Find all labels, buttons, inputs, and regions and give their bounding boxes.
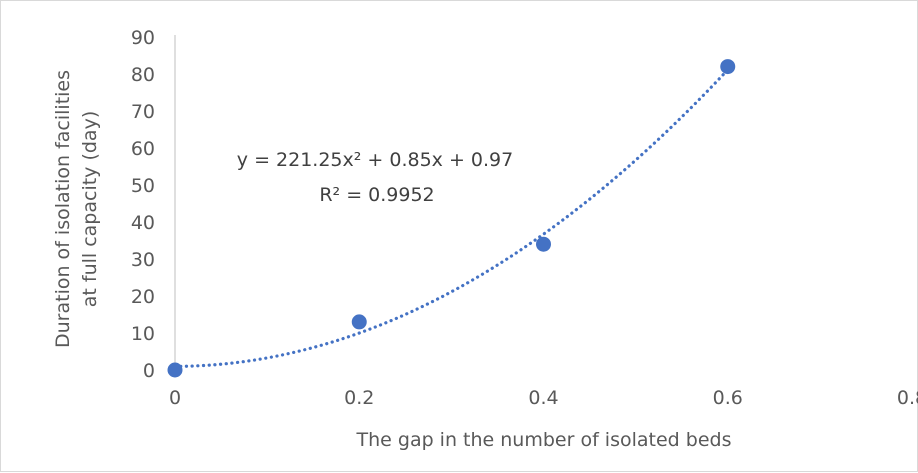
- trendline-equation: y = 221.25x² + 0.85x + 0.97: [237, 149, 513, 171]
- data-points: [167, 59, 736, 378]
- x-tick-label: 0.6: [713, 387, 743, 409]
- y-tick-label: 80: [131, 64, 155, 86]
- data-point: [351, 314, 367, 330]
- y-tick-label: 70: [131, 101, 155, 123]
- x-tick-label: 0.2: [344, 387, 374, 409]
- data-point: [720, 59, 736, 75]
- y-tick-labels: 0 10 20 30 40 50 60 70 80 90: [131, 27, 155, 382]
- trendline: [173, 68, 730, 369]
- y-tick-label: 50: [131, 175, 155, 197]
- data-point: [167, 362, 183, 378]
- x-tick-label: 0: [169, 387, 181, 409]
- y-tick-label: 30: [131, 249, 155, 271]
- trendline-path: [173, 68, 730, 369]
- x-tick-label: 0.4: [528, 387, 558, 409]
- y-tick-label: 20: [131, 286, 155, 308]
- y-tick-label: 0: [143, 360, 155, 382]
- y-tick-label: 90: [131, 27, 155, 49]
- y-axis-title-line-1: Duration of isolation facilities: [52, 70, 74, 348]
- x-tick-label: 0.8: [897, 387, 918, 409]
- y-axis-title-line-2: at full capacity (day): [79, 111, 101, 308]
- y-tick-label: 40: [131, 212, 155, 234]
- y-tick-label: 10: [131, 323, 155, 345]
- x-tick-labels: 0 0.2 0.4 0.6 0.8: [169, 387, 918, 409]
- y-tick-label: 60: [131, 138, 155, 160]
- data-point: [536, 236, 551, 252]
- trendline-r-squared: R² = 0.9952: [319, 184, 434, 206]
- x-axis-title: The gap in the number of isolated beds: [356, 429, 732, 451]
